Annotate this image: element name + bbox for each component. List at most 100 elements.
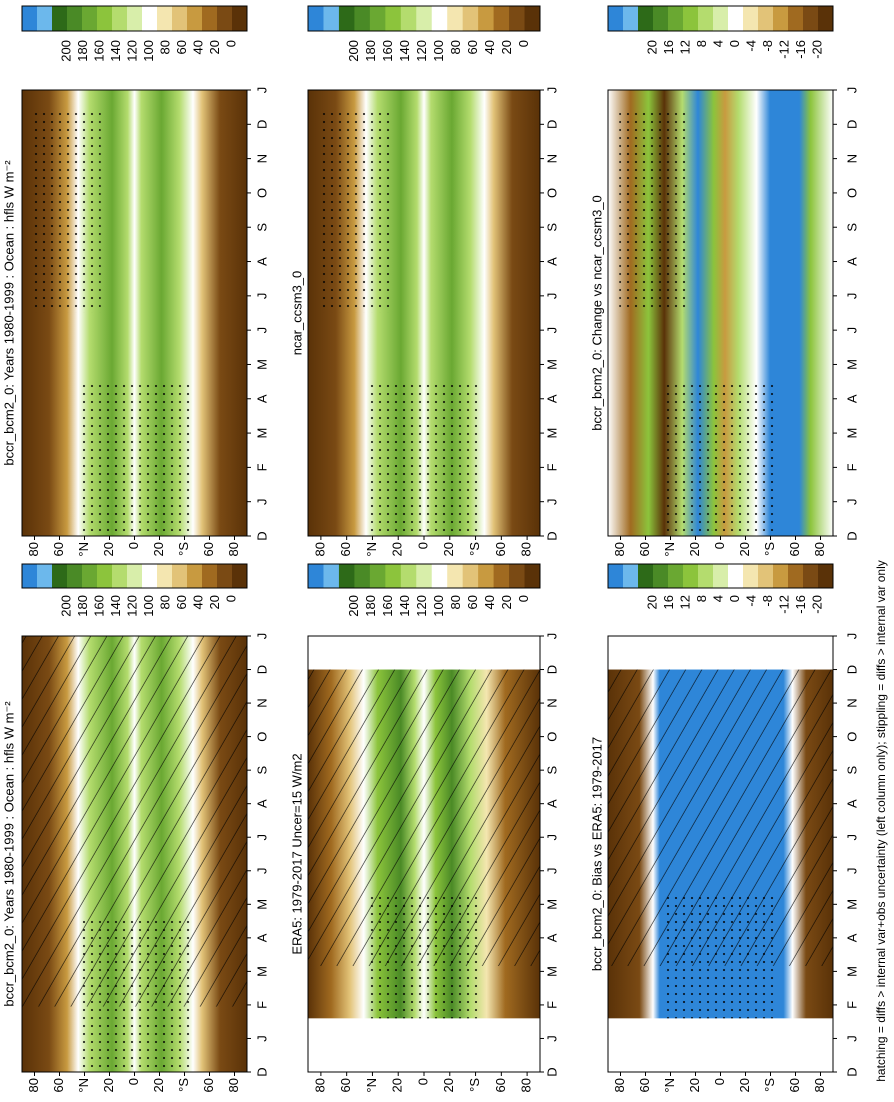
stippling — [664, 379, 777, 536]
colorbar-segment — [758, 6, 774, 31]
latitude-label: 80 — [519, 1078, 534, 1092]
colorbar-segment — [338, 6, 355, 31]
month-label: D — [254, 665, 269, 674]
colorbar-segment — [202, 6, 218, 31]
month-label: M — [544, 966, 559, 977]
latitude-label: 20 — [101, 1078, 116, 1092]
colorbar-segment — [773, 6, 789, 31]
colorbar-label: 120 — [414, 40, 429, 62]
stippling — [366, 379, 482, 536]
month-label: M — [844, 966, 859, 977]
colorbar-segment — [308, 564, 324, 588]
colorbar-segment — [493, 6, 510, 31]
colorbar-segment — [323, 564, 340, 588]
colorbar-frame — [21, 5, 248, 32]
latitude-label: 60 — [493, 1078, 508, 1092]
month-label: J — [254, 1035, 269, 1042]
colorbar-segment — [728, 6, 744, 31]
colorbar-segment — [638, 564, 654, 588]
colorbar-label: 180 — [75, 595, 90, 617]
colorbar-segment — [400, 6, 417, 31]
colorbar-segment — [369, 6, 386, 31]
colorbar-segment — [354, 564, 371, 588]
hatching — [608, 669, 833, 967]
month-label: J — [254, 293, 269, 300]
colorbar-segment — [462, 564, 479, 588]
colorbar-segment — [112, 6, 128, 31]
colorbar-segment — [608, 6, 624, 31]
month-label: D — [844, 1067, 859, 1076]
month-label: M — [544, 428, 559, 439]
colorbar-segment — [478, 564, 495, 588]
month-label: J — [544, 293, 559, 300]
colorbar-segment — [157, 564, 173, 588]
hatching — [22, 635, 247, 1007]
colorbar-label: 180 — [363, 595, 378, 617]
latitude-label: 80 — [226, 542, 241, 556]
month-label: J — [544, 633, 559, 640]
colorbar-label: 160 — [380, 595, 395, 617]
colorbar-segment — [67, 564, 83, 588]
colorbar-segment — [462, 6, 479, 31]
latitude-label: 80 — [312, 1078, 327, 1092]
colorbar-segment — [22, 564, 38, 588]
latitude-label: 60 — [637, 1078, 652, 1092]
colorbar-label: 140 — [108, 40, 123, 62]
month-label: A — [844, 933, 859, 942]
month-label: J — [844, 834, 859, 841]
colorbar-segment — [713, 6, 729, 31]
colorbar-frame — [21, 563, 248, 589]
month-label: A — [544, 394, 559, 403]
latitude-label: 0 — [415, 542, 430, 549]
month-label: J — [544, 834, 559, 841]
colorbar-segment — [509, 6, 526, 31]
colorbar-segment — [728, 564, 744, 588]
latitude-label: 20 — [687, 542, 702, 556]
month-label: J — [254, 834, 269, 841]
latitude-label: 60 — [338, 1078, 353, 1092]
latitude-label: °N — [662, 542, 677, 557]
month-label: A — [844, 799, 859, 808]
month-label: F — [844, 463, 859, 471]
latitude-label: 20 — [441, 1078, 456, 1092]
colorbar-label: 200 — [346, 40, 361, 62]
month-label: J — [544, 498, 559, 505]
colorbar-label: 40 — [482, 595, 497, 609]
latitude-label: °N — [662, 1078, 677, 1093]
colorbar-label: -12 — [776, 595, 791, 614]
colorbar-segment — [52, 6, 68, 31]
panel-title: bccr_bcm2_0: Years 1980-1999 : Ocean : h… — [1, 701, 16, 1007]
month-label: A — [254, 933, 269, 942]
colorbar-label: -8 — [760, 40, 775, 52]
colorbar-segment — [338, 564, 355, 588]
month-label: J — [544, 87, 559, 94]
colorbar-segment — [385, 564, 402, 588]
hatching — [308, 669, 540, 967]
stippling — [33, 112, 101, 313]
stippling — [664, 896, 777, 1019]
latitude-label: 80 — [312, 542, 327, 556]
colorbar-segment — [232, 6, 248, 31]
month-label: S — [254, 765, 269, 774]
panel-title: bccr_bcm2_0: Bias vs ERA5: 1979-2017 — [589, 737, 604, 971]
month-label: A — [254, 394, 269, 403]
month-label: D — [544, 665, 559, 674]
colorbar-label: 16 — [661, 595, 676, 609]
colorbar-segment — [416, 564, 433, 588]
month-label: O — [254, 732, 269, 742]
colorbar-label: -4 — [743, 40, 758, 52]
colorbar-segment — [447, 6, 464, 31]
month-label: M — [544, 359, 559, 370]
month-label: J — [844, 87, 859, 94]
month-label: M — [254, 359, 269, 370]
colorbar-label: 80 — [157, 595, 172, 609]
month-label: J — [544, 1035, 559, 1042]
colorbar-label: -20 — [809, 595, 824, 614]
month-label: S — [254, 223, 269, 232]
month-label: O — [544, 188, 559, 198]
colorbar-label: 20 — [499, 595, 514, 609]
colorbar-segment — [112, 564, 128, 588]
month-label: O — [254, 188, 269, 198]
colorbar-segment — [743, 564, 759, 588]
